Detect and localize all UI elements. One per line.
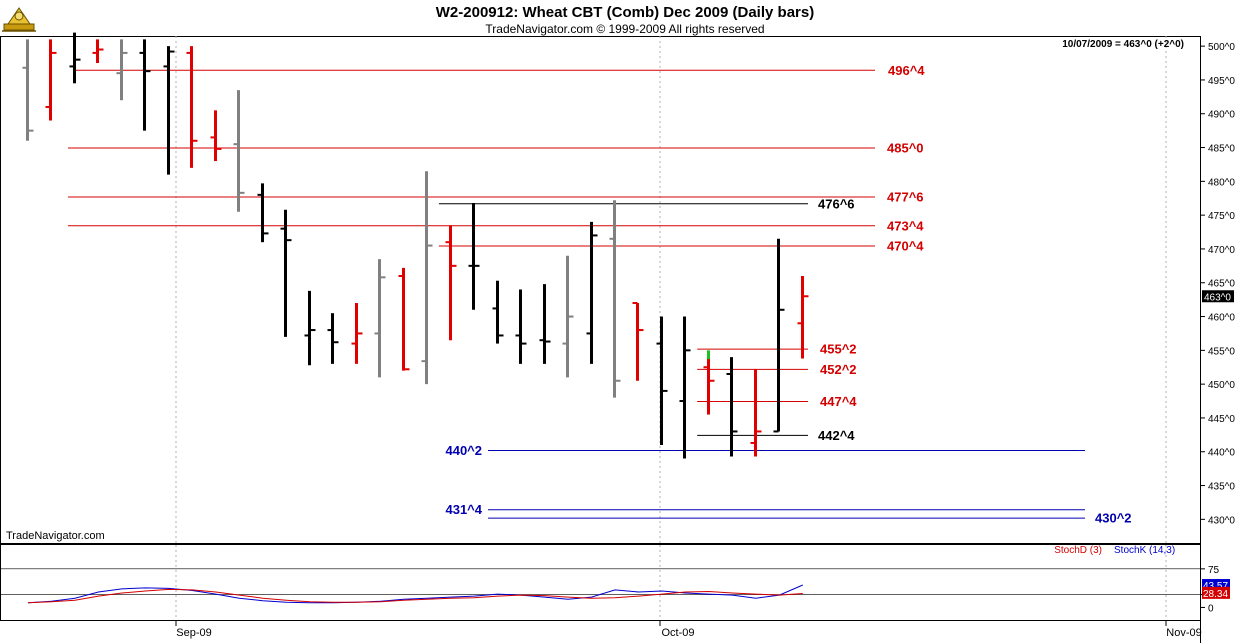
ohlc-bar <box>374 259 386 378</box>
chart-frame <box>0 36 1201 643</box>
price-level-label: 473^4 <box>887 218 924 233</box>
ohlc-bar <box>492 280 504 344</box>
ohlc-bar <box>22 39 34 141</box>
legend-stochk: StochK (14,3) <box>1114 545 1175 556</box>
stochd-value-tag-bg <box>1202 586 1230 599</box>
ohlc-bar <box>163 46 175 175</box>
ohlc-bar <box>773 238 785 433</box>
ohlc-bar <box>139 39 151 131</box>
ohlc-bar <box>398 267 410 371</box>
ohlc-bar <box>609 200 621 398</box>
price-axis-label: 435^0 <box>1208 482 1235 493</box>
stochk-line <box>27 584 803 604</box>
price-axis-label: 450^0 <box>1208 380 1235 391</box>
price-axis-label: 495^0 <box>1208 76 1235 87</box>
price-level-label: 452^2 <box>820 362 857 377</box>
price-panel-border <box>0 36 1201 544</box>
ohlc-bar <box>210 110 222 162</box>
ohlc-bar <box>726 357 738 457</box>
price-levels: 496^4 485^0 477^6 473^4 470^4 476^6 455^2 452^2… <box>67 63 1132 526</box>
ohlc-bar <box>327 313 339 364</box>
date-axis-label: Sep-09 <box>176 627 211 639</box>
price-level-label: 430^2 <box>1095 511 1132 526</box>
price-level-label: 470^4 <box>887 239 924 254</box>
price-axis: 500^0 495^0 490^0 485^0 480^0 475^0 470^0 465^0… <box>1200 42 1235 526</box>
ohlc-bar <box>280 209 292 337</box>
price-axis-label: 480^0 <box>1208 177 1235 188</box>
watermark: TradeNavigator.com <box>6 530 105 542</box>
stochk-value-tag: 43.57 <box>1203 581 1228 592</box>
date-axis-label: Nov-09 <box>1166 627 1201 639</box>
ohlc-bar <box>703 353 715 415</box>
ohlc-bar <box>750 369 762 457</box>
ohlc-bar <box>445 225 457 341</box>
stoch-axis-label: 75 <box>1208 565 1220 576</box>
stochd-line <box>27 588 803 604</box>
price-axis-label: 465^0 <box>1208 279 1235 290</box>
price-axis-label: 445^0 <box>1208 414 1235 425</box>
price-level-label: 496^4 <box>888 63 925 78</box>
ohlc-bar <box>586 221 598 364</box>
ohlc-bar <box>421 171 433 385</box>
price-level-label: 447^4 <box>820 394 857 409</box>
price-axis-label: 460^0 <box>1208 313 1235 324</box>
stoch-axis-label: 0 <box>1208 603 1214 614</box>
price-axis-label: 470^0 <box>1208 245 1235 256</box>
price-axis-label: 490^0 <box>1208 110 1235 121</box>
chart-grid <box>175 36 1167 620</box>
chart-copyright: TradeNavigator.com © 1999-2009 All right… <box>485 22 765 36</box>
price-axis-label: 430^0 <box>1208 515 1235 526</box>
date-axis-label: Oct-09 <box>661 627 694 639</box>
ohlc-bar <box>539 284 551 364</box>
stochd-value-tag: 28.34 <box>1203 589 1228 600</box>
ohlc-bar <box>92 39 104 64</box>
ohlc-bar <box>679 316 691 459</box>
price-level-label: 477^6 <box>887 190 924 205</box>
ohlc-bar <box>233 90 245 212</box>
current-price-tag-bg <box>1202 290 1234 303</box>
ohlc-bar <box>632 302 644 381</box>
stoch-panel-border <box>0 544 1201 621</box>
price-level-label: 455^2 <box>820 342 857 357</box>
price-level-label: 476^6 <box>818 196 855 211</box>
price-axis-label: 485^0 <box>1208 144 1235 155</box>
ohlc-bar <box>186 46 198 168</box>
price-axis-label: 500^0 <box>1208 42 1235 53</box>
price-axis-label: 455^0 <box>1208 346 1235 357</box>
price-level-label: 440^2 <box>445 443 482 458</box>
ohlc-bar <box>468 202 480 310</box>
ohlc-bar <box>351 303 363 364</box>
ohlc-bar <box>515 289 527 364</box>
price-level-label: 485^0 <box>887 141 924 156</box>
ohlc-bars[interactable] <box>22 32 809 459</box>
tradenavigator-logo-icon[interactable] <box>2 2 36 34</box>
quote-readout: 10/07/2009 = 463^0 (+2^0) <box>1062 39 1184 50</box>
current-price-tag: 463^0 <box>1204 292 1231 303</box>
price-axis-label: 475^0 <box>1208 211 1235 222</box>
ohlc-bar <box>69 32 81 84</box>
price-level-label: 442^4 <box>818 428 855 443</box>
ohlc-bar <box>257 183 269 243</box>
price-axis-label: 440^0 <box>1208 448 1235 459</box>
ohlc-bar <box>797 275 809 359</box>
ohlc-bar <box>656 316 668 445</box>
ohlc-bar <box>45 39 57 121</box>
chart-header: W2-200912: Wheat CBT (Comb) Dec 2009 (Da… <box>0 0 1250 36</box>
date-axis: Sep-09 Oct-09 Nov-09 <box>175 620 1202 639</box>
ohlc-bar <box>304 290 316 366</box>
legend-stochd: StochD (3) <box>1054 545 1102 556</box>
chart-title: W2-200912: Wheat CBT (Comb) Dec 2009 (Da… <box>435 4 815 21</box>
ohlc-bar <box>562 255 574 378</box>
ohlc-bar <box>116 39 128 101</box>
price-level-label: 431^4 <box>445 502 482 517</box>
